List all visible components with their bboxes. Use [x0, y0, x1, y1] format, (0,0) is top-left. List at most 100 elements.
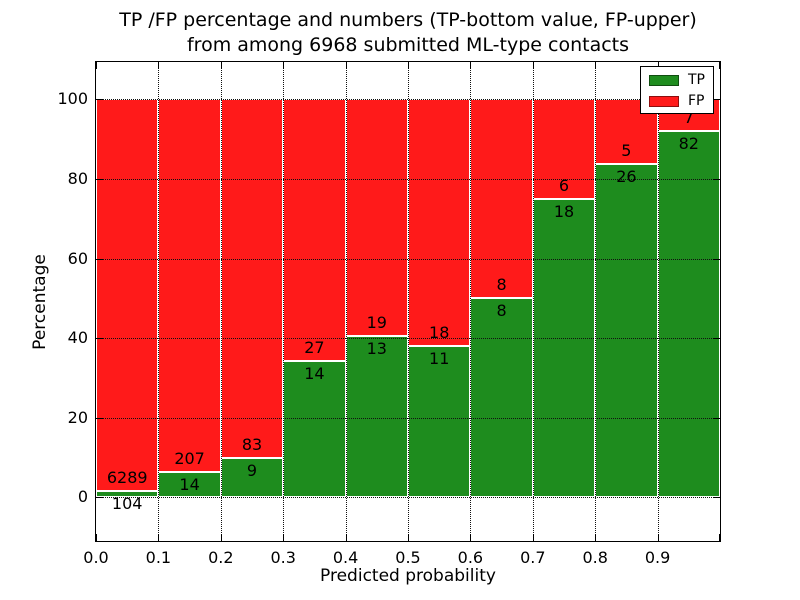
tick-mark-x-bottom: [158, 534, 160, 541]
bar-count-label-fp: 19: [366, 312, 387, 332]
tick-mark-x-bottom: [96, 534, 97, 541]
gridline-vertical: [408, 62, 409, 541]
y-tick-label: 40: [67, 328, 88, 348]
tick-mark-x-top: [470, 62, 472, 69]
bar-count-label-tp: 26: [616, 166, 637, 186]
tick-mark-y-right: [713, 258, 720, 260]
fp-swatch: [649, 95, 679, 107]
bar-count-label-fp: 6289: [106, 467, 148, 487]
chart-title: TP /FP percentage and numbers (TP-bottom…: [96, 8, 720, 58]
tick-mark-y-right: [713, 338, 720, 340]
gridline-vertical: [470, 62, 472, 541]
x-tick-label: 0.0: [83, 548, 109, 567]
bar-count-label-tp: 18: [553, 201, 575, 221]
legend-label: TP: [688, 72, 705, 88]
tick-mark-y-left: [96, 178, 103, 180]
chart-title-line2: from among 6968 submitted ML-type contac…: [186, 34, 630, 56]
bar-count-label-fp: 27: [304, 338, 325, 358]
bar-count-label-tp: 11: [429, 349, 450, 369]
bar-segment-tp: [158, 472, 221, 498]
bar-segment-tp: [470, 298, 533, 498]
tick-mark-x-bottom: [220, 534, 222, 541]
tick-mark-x-bottom: [408, 534, 409, 541]
gridline-vertical: [158, 62, 160, 541]
bar-count-label-fp: 207: [174, 449, 205, 469]
x-tick-label: 0.7: [520, 548, 546, 567]
bar-segment-fp: [96, 99, 159, 491]
bar-segment-fp: [283, 99, 346, 362]
tick-mark-x-top: [657, 62, 659, 69]
tp-swatch: [649, 74, 679, 86]
bar-segment-fp: [470, 99, 533, 299]
tick-mark-y-right: [713, 99, 720, 101]
gridline-vertical: [595, 62, 597, 541]
bar-segment-tp: [96, 490, 159, 498]
x-tick-label: 0.3: [270, 548, 296, 567]
bar-count-label-tp: 14: [304, 364, 325, 384]
x-axis-label: Predicted probability: [320, 566, 496, 586]
tick-mark-x-top: [158, 62, 160, 69]
gridline-vertical: [657, 62, 659, 541]
x-tick-label: 0.4: [332, 548, 359, 567]
tick-mark-y-left: [96, 338, 103, 340]
x-tick-label: 0.5: [395, 548, 421, 567]
tick-mark-x-bottom: [283, 534, 285, 541]
chart-title-line1: TP /FP percentage and numbers (TP-bottom…: [119, 9, 697, 31]
tick-mark-x-top: [719, 62, 720, 69]
tick-mark-y-left: [96, 99, 103, 101]
bar-count-label-fp: 8: [496, 275, 507, 295]
bar-segment-tp: [657, 130, 720, 498]
legend-entry: FP: [649, 93, 705, 109]
tick-mark-x-bottom: [657, 534, 659, 541]
tick-mark-x-bottom: [532, 534, 534, 541]
bar-count-label-tp: 13: [366, 338, 387, 358]
bar-segment-fp: [158, 99, 221, 473]
tick-mark-x-top: [532, 62, 534, 69]
y-tick-label: 80: [67, 168, 88, 188]
bar-count-label-fp: 5: [621, 140, 632, 160]
bar-segment-tp: [345, 335, 408, 498]
bar-segment-tp: [532, 198, 596, 498]
y-tick-label: 0: [77, 487, 88, 507]
tick-mark-x-bottom: [470, 534, 472, 541]
gridline-vertical: [345, 62, 347, 541]
tick-mark-x-bottom: [595, 534, 597, 541]
bar-count-label-fp: 7: [683, 107, 694, 127]
bar-count-label-fp: 83: [241, 435, 263, 455]
legend: TP FP: [640, 66, 714, 114]
bar-segment-fp: [408, 99, 471, 347]
tick-mark-y-left: [96, 417, 103, 419]
y-tick-label: 20: [67, 407, 88, 427]
tick-mark-y-right: [713, 417, 720, 419]
tick-mark-x-top: [345, 62, 347, 69]
tick-mark-x-bottom: [345, 534, 347, 541]
bar-count-label-tp: 104: [111, 493, 143, 513]
bar-count-label-tp: 14: [179, 475, 200, 495]
x-tick-label: 0.2: [208, 548, 234, 567]
tick-mark-x-top: [408, 62, 409, 69]
x-tick-label: 0.6: [457, 548, 484, 567]
tick-mark-y-right: [713, 178, 720, 180]
bar-count-label-tp: 82: [678, 133, 699, 153]
tick-mark-x-top: [595, 62, 597, 69]
bar-segment-fp: [220, 99, 284, 459]
bar-count-label-fp: 6: [558, 175, 570, 195]
tick-mark-x-top: [96, 62, 97, 69]
tick-mark-x-top: [220, 62, 222, 69]
x-tick-label: 0.8: [582, 548, 608, 567]
tick-mark-x-bottom: [719, 534, 720, 541]
tick-mark-y-left: [96, 258, 103, 260]
gridline-vertical: [220, 62, 222, 541]
bar-segment-tp: [595, 163, 658, 498]
bar-count-label-tp: 9: [246, 461, 258, 481]
bar-segment-tp: [408, 346, 471, 498]
bar-segment-tp: [283, 361, 346, 498]
x-tick-label: 0.1: [145, 548, 172, 567]
tick-mark-y-left: [96, 497, 103, 499]
bar-count-label-tp: 8: [496, 301, 507, 321]
legend-label: FP: [688, 93, 705, 109]
bar-count-label-fp: 18: [429, 323, 450, 343]
tick-mark-x-top: [283, 62, 285, 69]
tick-mark-y-right: [713, 497, 720, 499]
